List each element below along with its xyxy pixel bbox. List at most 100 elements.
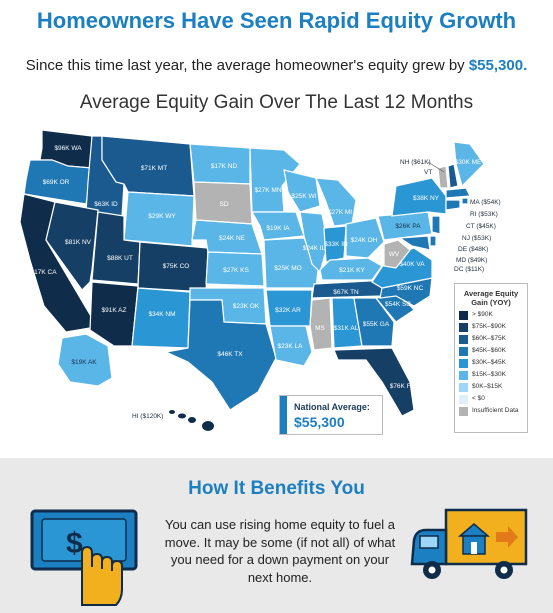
- legend-label: $45K–$60K: [472, 347, 506, 354]
- legend-label: $0K–$15K: [472, 383, 503, 390]
- legend-label: > $90K: [472, 311, 493, 318]
- label-oh: $24K OH: [351, 237, 378, 244]
- callout-de: DE ($48K): [458, 246, 488, 253]
- state-ny: [391, 177, 447, 217]
- state-oh: [345, 217, 385, 259]
- state-in: [323, 225, 347, 263]
- legend-item-60k-75k: $60K–$75K: [459, 335, 523, 344]
- label-ca: $117K CA: [27, 269, 57, 276]
- svg-text:$: $: [66, 527, 83, 560]
- legend-swatch: [459, 371, 468, 380]
- legend-item-90k-plus: > $90K: [459, 311, 523, 320]
- legend-swatch: [459, 359, 468, 368]
- label-nm: $34K NM: [148, 311, 175, 318]
- label-az: $91K AZ: [102, 307, 127, 314]
- label-or: $69K OR: [43, 179, 70, 186]
- label-me: $30K ME: [455, 159, 482, 166]
- state-ct: [445, 199, 461, 211]
- label-ny: $38K NY: [413, 195, 440, 202]
- state-md: [398, 235, 431, 251]
- callout-md: MD ($49K): [456, 257, 487, 264]
- legend-item-below-0: < $0: [459, 395, 523, 404]
- callout-vt: VT: [424, 169, 432, 176]
- state-me: [453, 141, 485, 188]
- label-ks: $27K KS: [223, 267, 249, 274]
- subtitle-text: Since this time last year, the average h…: [25, 57, 469, 74]
- label-nd: $17K ND: [211, 163, 238, 170]
- benefits-title: How It Benefits You: [188, 478, 365, 499]
- legend-label: $15K–$30K: [472, 371, 506, 378]
- state-nh: [447, 163, 459, 189]
- state-fl: [333, 347, 415, 417]
- label-ia: $19K IA: [266, 225, 290, 232]
- label-fl: $76K FL: [390, 383, 415, 390]
- legend-item-75k-90k: $75K–$90K: [459, 323, 523, 332]
- state-ks: [205, 251, 265, 287]
- state-nv: [45, 201, 99, 291]
- label-al: $31K AL: [334, 325, 359, 332]
- callout-dc: DC ($11K): [454, 266, 484, 273]
- legend-item-0k-15k: $0K–$15K: [459, 383, 523, 392]
- legend-label: Insufficient Data: [472, 407, 519, 414]
- national-average-box: National Average: $55,300: [279, 395, 383, 435]
- state-wv: [383, 239, 411, 269]
- label-co: $75K CO: [163, 263, 190, 270]
- legend-swatch: [459, 395, 468, 404]
- state-mo: [263, 237, 319, 289]
- state-nm: [131, 287, 191, 349]
- state-ga: [353, 297, 395, 347]
- legend-label: $30K–$45K: [472, 359, 506, 366]
- label-wa: $96K WA: [54, 145, 82, 152]
- label-va: $40K VA: [399, 261, 425, 268]
- legend-swatch: [459, 347, 468, 356]
- state-ma: [445, 187, 471, 199]
- legend-swatch: [459, 335, 468, 344]
- legend-swatch: [459, 323, 468, 332]
- subtitle: Since this time last year, the average h…: [0, 57, 553, 74]
- state-nj: [431, 215, 441, 235]
- label-la: $23K LA: [278, 343, 304, 350]
- legend-label: $60K–$75K: [472, 335, 506, 342]
- cash-hand-icon: $: [30, 509, 138, 606]
- label-ut: $88K UT: [107, 255, 133, 262]
- label-wv: WV: [389, 251, 400, 258]
- map-title: Average Equity Gain Over The Last 12 Mon…: [79, 92, 474, 113]
- legend-item-insufficient: Insufficient Data: [459, 407, 523, 416]
- callout-nh: NH ($61K): [400, 159, 431, 166]
- label-ok: $23K OK: [233, 303, 260, 310]
- state-de: [429, 235, 437, 247]
- legend-swatch: [459, 311, 468, 320]
- label-tx: $46K TX: [217, 351, 243, 358]
- label-ga: $55K GA: [363, 321, 390, 328]
- state-tx: [164, 299, 277, 411]
- legend-item-15k-30k: $15K–$30K: [459, 371, 523, 380]
- label-in: $33K IN: [324, 241, 348, 248]
- legend-label: < $0: [472, 395, 485, 402]
- label-sc: $54K SC: [385, 301, 411, 308]
- legend-swatch: [459, 407, 468, 416]
- label-tn: $67K TN: [333, 289, 359, 296]
- label-mi: $27K MI: [328, 209, 352, 216]
- state-ia: [250, 211, 305, 241]
- callout-nj: NJ ($53K): [462, 235, 491, 242]
- label-il: $24K IL: [303, 245, 326, 252]
- label-ar: $32K AR: [275, 307, 301, 314]
- state-hi: [169, 410, 214, 431]
- label-sd: SD: [219, 201, 228, 208]
- callout-ct: CT ($45K): [466, 223, 496, 230]
- national-average-accent: [280, 396, 287, 434]
- label-ky: $21K KY: [339, 267, 365, 274]
- state-ri: [461, 197, 469, 205]
- national-average-value: $55,300: [294, 414, 345, 430]
- state-wi: [283, 169, 321, 213]
- label-wy: $29K WY: [148, 213, 176, 220]
- state-az: [89, 281, 139, 347]
- state-ms: [309, 297, 333, 351]
- callout-ma: MA ($54K): [470, 199, 501, 206]
- label-id: $63K ID: [94, 201, 118, 208]
- map-legend: Average Equity Gain (YOY) > $90K $75K–$9…: [454, 283, 528, 433]
- subtitle-amount: $55,300.: [468, 57, 528, 74]
- state-ak: [57, 333, 113, 387]
- national-average-label: National Average:: [294, 402, 370, 412]
- legend-title: Average Equity Gain (YOY): [463, 289, 519, 307]
